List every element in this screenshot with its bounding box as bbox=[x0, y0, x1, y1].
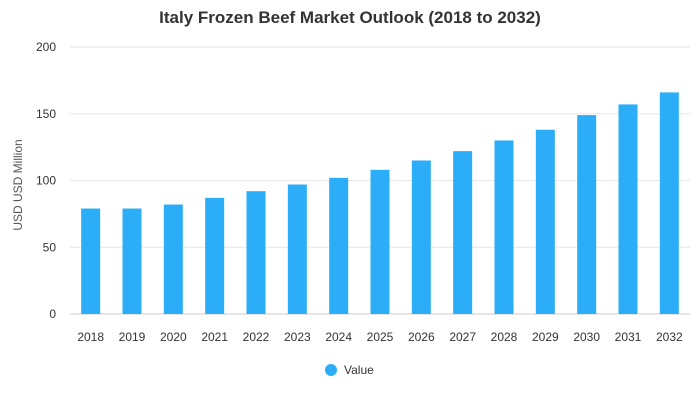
legend-marker bbox=[325, 364, 337, 376]
bar-2030[interactable] bbox=[577, 115, 597, 315]
bar-2019[interactable] bbox=[122, 208, 142, 314]
x-tick-label: 2021 bbox=[201, 330, 228, 344]
x-tick-label: 2020 bbox=[160, 330, 187, 344]
legend[interactable]: Value bbox=[325, 363, 374, 377]
bar-2022[interactable] bbox=[246, 191, 266, 314]
bar-2028[interactable] bbox=[494, 140, 514, 314]
x-tick-label: 2027 bbox=[449, 330, 476, 344]
y-tick-label: 150 bbox=[36, 107, 56, 121]
y-tick-label: 100 bbox=[36, 174, 56, 188]
y-tick-label: 0 bbox=[49, 307, 56, 321]
bar-2029[interactable] bbox=[535, 129, 555, 314]
x-tick-label: 2025 bbox=[367, 330, 394, 344]
y-tick-label: 200 bbox=[36, 40, 56, 54]
x-tick-label: 2019 bbox=[119, 330, 146, 344]
y-tick-label: 50 bbox=[43, 240, 57, 254]
y-axis-ticks: 0 50 100 150 200 bbox=[36, 40, 56, 321]
bar-2027[interactable] bbox=[453, 151, 473, 314]
x-tick-label: 2031 bbox=[615, 330, 642, 344]
y-axis-title: USD USD Million bbox=[11, 139, 25, 230]
bar-2031[interactable] bbox=[618, 104, 638, 314]
x-tick-label: 2023 bbox=[284, 330, 311, 344]
bar-2021[interactable] bbox=[205, 197, 225, 314]
bar-2032[interactable] bbox=[659, 92, 679, 314]
bars bbox=[81, 92, 679, 315]
x-tick-label: 2032 bbox=[656, 330, 683, 344]
legend-label-value: Value bbox=[344, 363, 374, 377]
x-tick-label: 2026 bbox=[408, 330, 435, 344]
x-tick-label: 2018 bbox=[77, 330, 104, 344]
x-tick-label: 2029 bbox=[532, 330, 559, 344]
chart-title: Italy Frozen Beef Market Outlook (2018 t… bbox=[159, 8, 541, 27]
x-tick-label: 2028 bbox=[491, 330, 518, 344]
x-axis-ticks: 2018 2019 2020 2021 2022 2023 2024 2025 2026 2027… bbox=[77, 330, 683, 344]
bar-2018[interactable] bbox=[81, 208, 101, 314]
bar-2020[interactable] bbox=[163, 204, 183, 314]
bar-2024[interactable] bbox=[329, 177, 349, 314]
x-tick-label: 2022 bbox=[243, 330, 270, 344]
bar-2026[interactable] bbox=[411, 160, 431, 314]
x-tick-label: 2030 bbox=[573, 330, 600, 344]
x-tick-label: 2024 bbox=[325, 330, 352, 344]
bar-2025[interactable] bbox=[370, 169, 390, 314]
bar-2023[interactable] bbox=[287, 184, 307, 314]
